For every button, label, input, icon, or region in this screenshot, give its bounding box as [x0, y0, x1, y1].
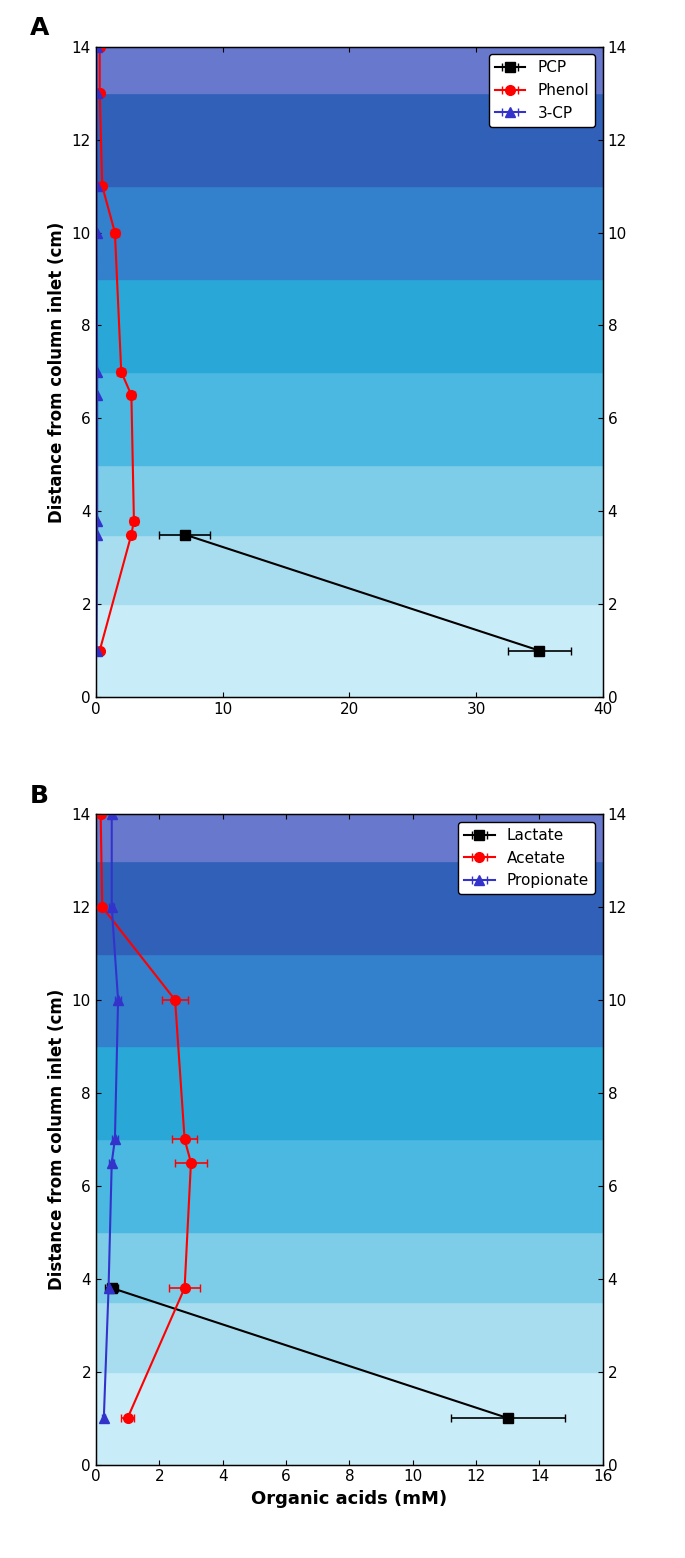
- Legend: PCP, Phenol, 3-CP: PCP, Phenol, 3-CP: [488, 55, 595, 126]
- Legend: Lactate, Acetate, Propionate: Lactate, Acetate, Propionate: [458, 821, 595, 894]
- X-axis label: Organic acids (mM): Organic acids (mM): [251, 1489, 447, 1508]
- Text: A: A: [30, 16, 49, 41]
- Text: B: B: [30, 784, 49, 807]
- Y-axis label: Distance from column inlet (cm): Distance from column inlet (cm): [48, 989, 66, 1290]
- Bar: [96, 1371, 603, 1465]
- Bar: [96, 1302, 603, 1371]
- Bar: [96, 1139, 603, 1232]
- Bar: [96, 47, 603, 93]
- Bar: [96, 534, 603, 605]
- Bar: [96, 464, 603, 534]
- Bar: [96, 1047, 603, 1139]
- Bar: [96, 815, 603, 860]
- Bar: [96, 860, 603, 953]
- Bar: [96, 93, 603, 185]
- Bar: [96, 953, 603, 1047]
- Bar: [96, 279, 603, 372]
- Y-axis label: Distance from column inlet (cm): Distance from column inlet (cm): [48, 221, 66, 522]
- Bar: [96, 1232, 603, 1302]
- Bar: [96, 605, 603, 696]
- Bar: [96, 372, 603, 464]
- Bar: [96, 185, 603, 279]
